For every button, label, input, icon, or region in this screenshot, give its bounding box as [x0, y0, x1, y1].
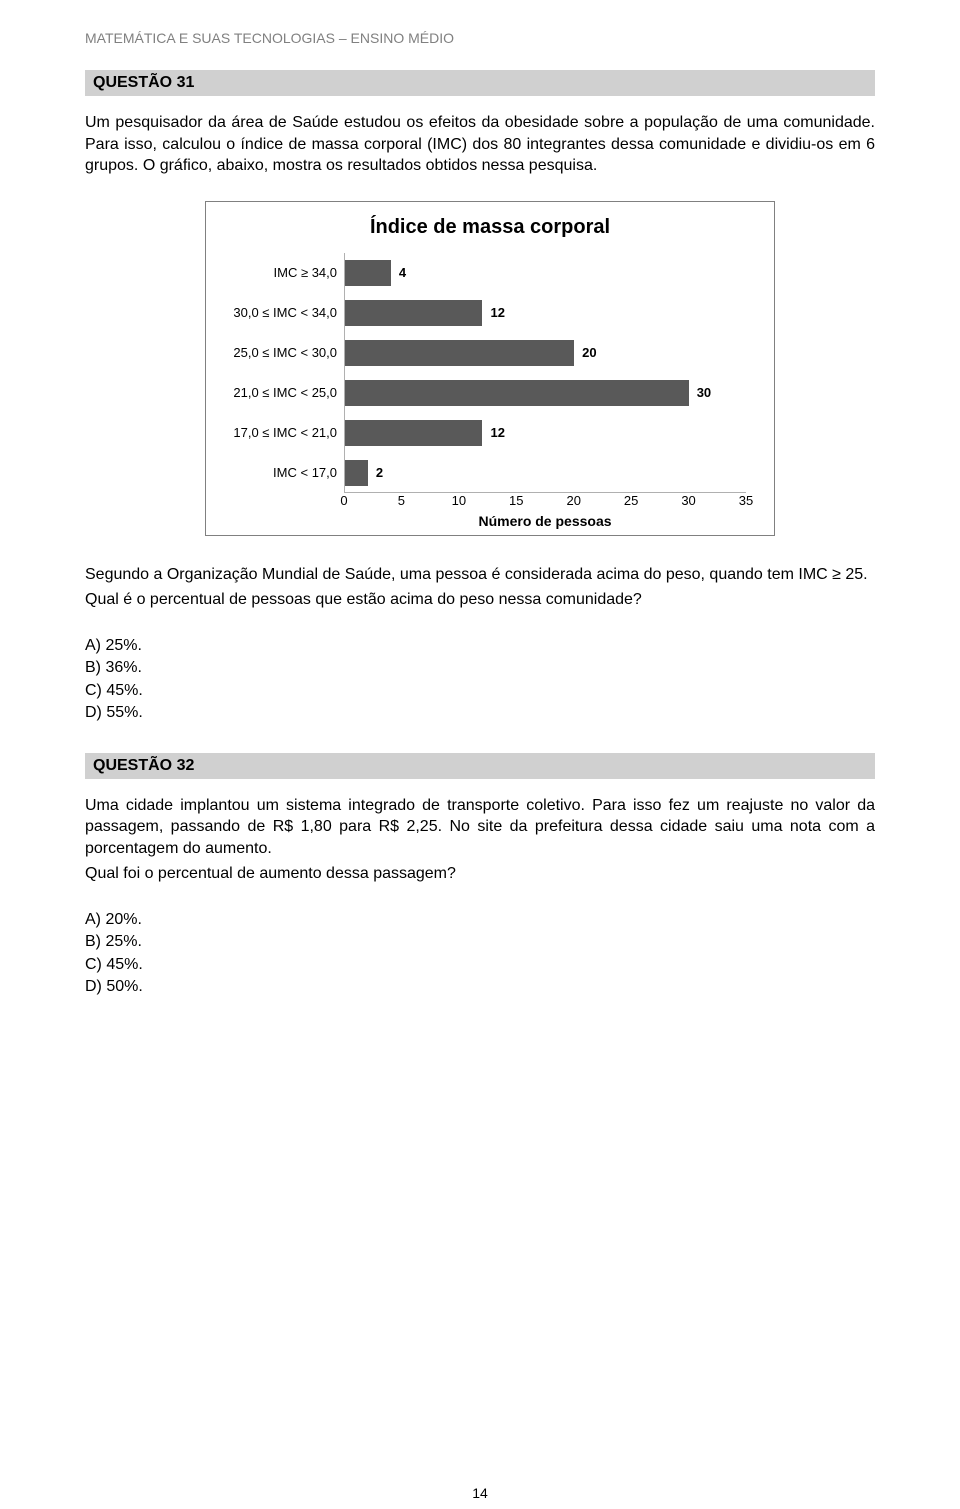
- chart-bar-row: 17,0 ≤ IMC < 21,012: [345, 420, 746, 446]
- chart-category-label: IMC ≥ 34,0: [274, 265, 338, 280]
- chart-bar: [345, 380, 689, 406]
- chart-bar: [345, 260, 391, 286]
- page-header: MATEMÁTICA E SUAS TECNOLOGIAS – ENSINO M…: [85, 30, 875, 46]
- answer-31-a: A) 25%.: [85, 635, 875, 657]
- answer-32-a: A) 20%.: [85, 909, 875, 931]
- page: MATEMÁTICA E SUAS TECNOLOGIAS – ENSINO M…: [0, 0, 960, 1509]
- chart-bar-value: 12: [490, 425, 504, 440]
- chart-bar: [345, 300, 482, 326]
- question-31-question: Qual é o percentual de pessoas que estão…: [85, 589, 875, 611]
- question-31-after-chart: Segundo a Organização Mundial de Saúde, …: [85, 564, 875, 586]
- question-32-answers: A) 20%. B) 25%. C) 45%. D) 50%.: [85, 909, 875, 999]
- chart-category-label: 25,0 ≤ IMC < 30,0: [233, 345, 337, 360]
- answer-32-d: D) 50%.: [85, 976, 875, 998]
- question-31-title: QUESTÃO 31: [85, 70, 875, 96]
- chart-plot: IMC ≥ 34,04 30,0 ≤ IMC < 34,012 25,0 ≤ IMC…: [344, 253, 746, 493]
- chart-bar-row: 30,0 ≤ IMC < 34,012: [345, 300, 746, 326]
- answer-32-b: B) 25%.: [85, 931, 875, 953]
- chart-bar-value: 20: [582, 345, 596, 360]
- chart-bar-value: 30: [697, 385, 711, 400]
- answer-31-b: B) 36%.: [85, 657, 875, 679]
- question-32-question: Qual foi o percentual de aumento dessa p…: [85, 863, 875, 885]
- answer-32-c: C) 45%.: [85, 954, 875, 976]
- chart-bar-value: 12: [490, 305, 504, 320]
- chart-xtick: 20: [566, 493, 580, 508]
- chart-xtick: 35: [739, 493, 753, 508]
- question-32-title: QUESTÃO 32: [85, 753, 875, 779]
- chart-bar-value: 4: [399, 265, 406, 280]
- chart-bar-row: IMC < 17,02: [345, 460, 746, 486]
- chart-bar-row: IMC ≥ 34,04: [345, 260, 746, 286]
- imc-chart: Índice de massa corporal IMC ≥ 34,0430,0…: [205, 201, 775, 536]
- chart-xtick: 5: [398, 493, 405, 508]
- chart-xtick: 25: [624, 493, 638, 508]
- chart-bar: [345, 420, 482, 446]
- chart-xtick: 0: [340, 493, 347, 508]
- chart-xtick: 10: [452, 493, 466, 508]
- chart-bar: [345, 460, 368, 486]
- answer-31-d: D) 55%.: [85, 702, 875, 724]
- chart-category-label: 17,0 ≤ IMC < 21,0: [233, 425, 337, 440]
- chart-category-label: 30,0 ≤ IMC < 34,0: [233, 305, 337, 320]
- chart-bar: [345, 340, 574, 366]
- chart-bar-row: 25,0 ≤ IMC < 30,020: [345, 340, 746, 366]
- question-32-intro: Uma cidade implantou um sistema integrad…: [85, 795, 875, 860]
- chart-xtick: 30: [681, 493, 695, 508]
- chart-bar-value: 2: [376, 465, 383, 480]
- chart-category-label: 21,0 ≤ IMC < 25,0: [233, 385, 337, 400]
- chart-title: Índice de massa corporal: [224, 216, 756, 239]
- chart-x-axis: 05101520253035: [344, 493, 746, 507]
- question-31-intro: Um pesquisador da área de Saúde estudou …: [85, 112, 875, 177]
- chart-area: IMC ≥ 34,04 30,0 ≤ IMC < 34,012 25,0 ≤ IMC…: [344, 253, 756, 523]
- chart-category-label: IMC < 17,0: [273, 465, 337, 480]
- page-number: 14: [0, 1485, 960, 1501]
- question-31-answers: A) 25%. B) 36%. C) 45%. D) 55%.: [85, 635, 875, 725]
- chart-x-label: Número de pessoas: [344, 513, 746, 529]
- chart-bar-row: 21,0 ≤ IMC < 25,030: [345, 380, 746, 406]
- chart-xtick: 15: [509, 493, 523, 508]
- answer-31-c: C) 45%.: [85, 680, 875, 702]
